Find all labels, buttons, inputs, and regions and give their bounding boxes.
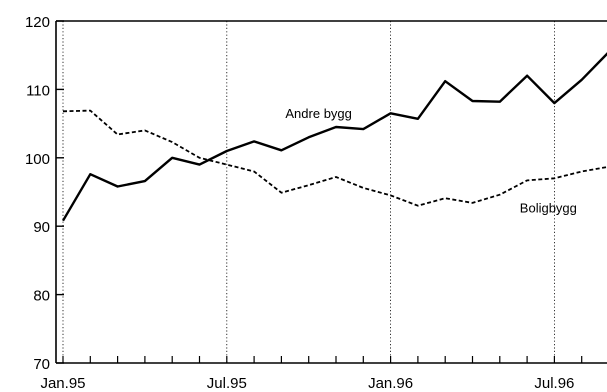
labels-group: 70 80 90 100 110 120 Jan.95 Jul.95 Jan.96 Jul.96 A… (25, 14, 577, 392)
annotation-andre-bygg: Andre bygg (285, 106, 352, 121)
y-tick-label: 80 (33, 288, 50, 305)
x-tick-label: Jan.96 (368, 375, 413, 392)
axes (55, 20, 607, 364)
x-tick-label: Jul.95 (207, 375, 247, 392)
series-line-andre-bygg (61, 52, 607, 222)
annotation-boligbygg: Boligbygg (520, 201, 577, 216)
y-tick-label: 100 (25, 151, 50, 168)
y-tick-label: 110 (26, 82, 50, 99)
series-group (61, 52, 607, 222)
series-line-boligbygg (62, 109, 607, 207)
y-tick-label: 70 (33, 356, 50, 373)
y-tick-label: 90 (33, 219, 50, 236)
x-tick-label: Jul.96 (534, 375, 574, 392)
x-tick-label: Jan.95 (40, 375, 85, 392)
gridlines (62, 21, 555, 363)
y-tick-label: 120 (25, 14, 50, 31)
